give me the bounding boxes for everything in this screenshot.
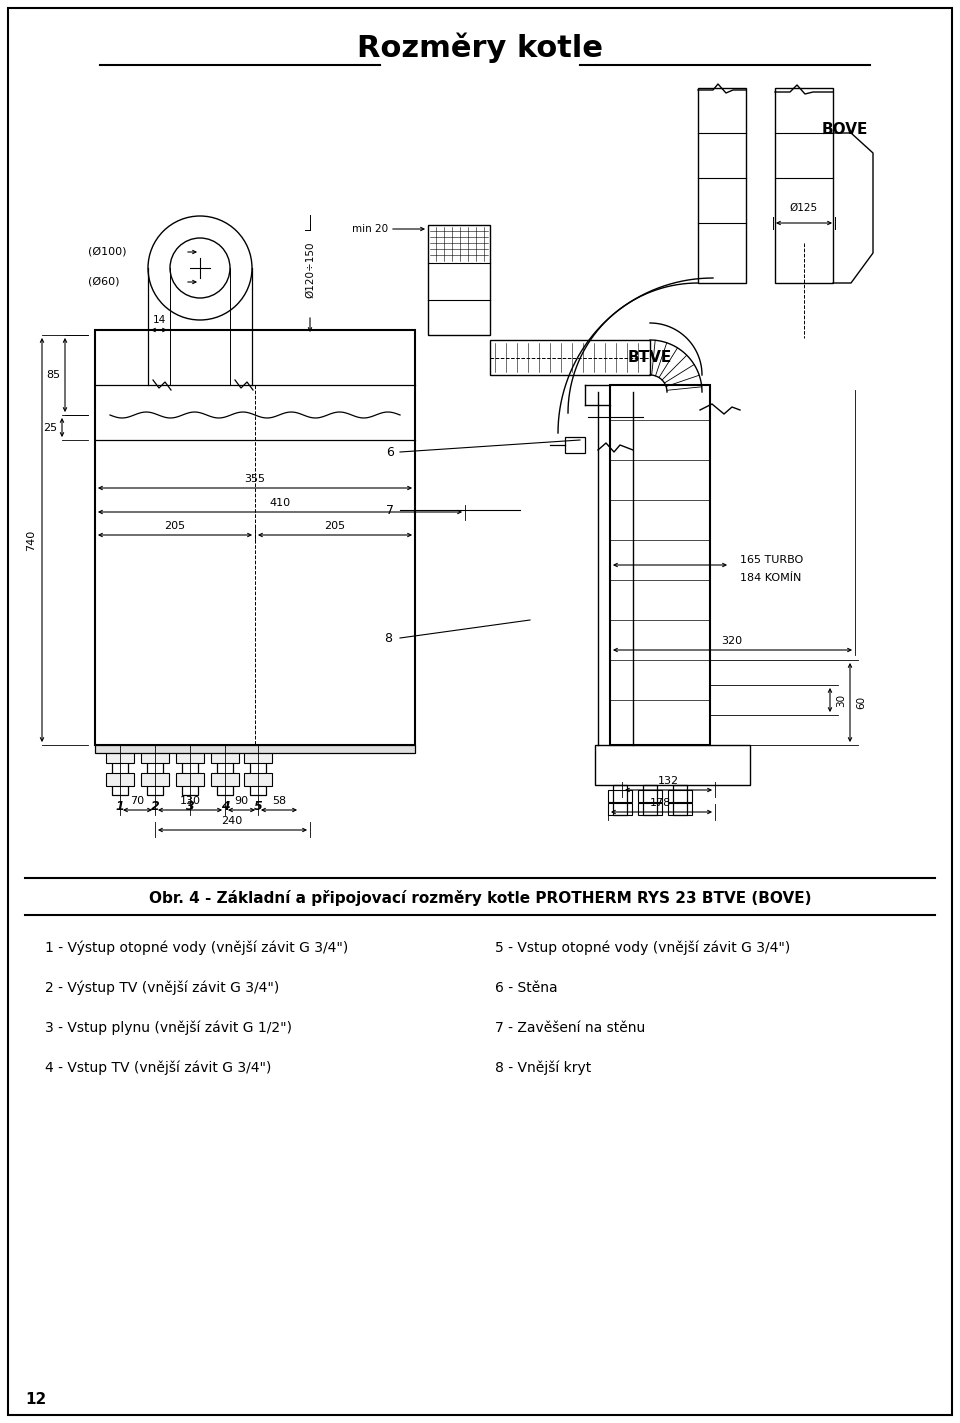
Bar	[106, 750, 134, 763]
Text: 1: 1	[115, 801, 125, 814]
Text: 320: 320	[721, 636, 743, 646]
Bar	[608, 803, 632, 815]
Bar	[668, 790, 692, 803]
Bar	[244, 750, 272, 763]
Text: 25: 25	[43, 423, 57, 433]
Bar	[613, 785, 627, 815]
Text: 178: 178	[649, 798, 671, 808]
Text: 2: 2	[151, 801, 159, 814]
Bar	[95, 330, 415, 746]
Bar	[608, 790, 632, 803]
Text: 5 - Vstup otopné vody (vnější závit G 3/4"): 5 - Vstup otopné vody (vnější závit G 3/…	[495, 941, 790, 955]
Text: 2 - Výstup TV (vnější závit G 3/4"): 2 - Výstup TV (vnější závit G 3/4")	[45, 980, 279, 995]
Text: 165 TURBO: 165 TURBO	[740, 555, 804, 565]
Bar	[211, 750, 239, 763]
Text: 740: 740	[26, 529, 36, 551]
Text: Ø120÷150: Ø120÷150	[305, 242, 315, 299]
Bar	[490, 340, 650, 376]
Text: 12: 12	[25, 1393, 46, 1407]
Bar	[141, 773, 169, 785]
Text: 205: 205	[324, 521, 346, 531]
Text: 7 - Zavěšení na stěnu: 7 - Zavěšení na stěnu	[495, 1020, 645, 1035]
Text: 3 - Vstup plynu (vnější závit G 1/2"): 3 - Vstup plynu (vnější závit G 1/2")	[45, 1020, 292, 1036]
Bar	[775, 88, 833, 283]
Bar	[643, 785, 657, 815]
Bar	[638, 803, 662, 815]
Bar	[565, 437, 585, 453]
Text: 205: 205	[164, 521, 185, 531]
Bar	[673, 785, 687, 815]
Text: 90: 90	[234, 795, 248, 805]
Bar	[250, 746, 266, 795]
Bar	[610, 386, 710, 746]
Text: Ø125: Ø125	[790, 203, 818, 213]
Text: 130: 130	[180, 795, 201, 805]
Bar	[211, 773, 239, 785]
Text: 410: 410	[270, 498, 291, 508]
Bar	[176, 750, 204, 763]
Text: 30: 30	[836, 693, 846, 707]
Text: 6 - Stěna: 6 - Stěna	[495, 980, 558, 995]
Text: 8: 8	[384, 632, 392, 645]
Bar	[595, 746, 750, 785]
Text: (Ø100): (Ø100)	[88, 248, 127, 258]
Bar	[176, 773, 204, 785]
Text: 6: 6	[386, 445, 394, 458]
Bar	[428, 225, 490, 334]
Bar	[638, 790, 662, 803]
Text: 8 - Vnější kryt: 8 - Vnější kryt	[495, 1060, 591, 1076]
Bar	[147, 746, 163, 795]
Text: (Ø60): (Ø60)	[88, 277, 119, 287]
Text: BOVE: BOVE	[822, 122, 868, 138]
Bar	[112, 746, 128, 795]
Text: 14: 14	[153, 314, 166, 324]
Text: Obr. 4 - Základní a připojovací rozměry kotle PROTHERM RYS 23 BTVE (BOVE): Obr. 4 - Základní a připojovací rozměry …	[149, 889, 811, 906]
Text: 3: 3	[185, 801, 194, 814]
Text: 132: 132	[658, 776, 679, 785]
Text: 4 - Vstup TV (vnější závit G 3/4"): 4 - Vstup TV (vnější závit G 3/4")	[45, 1060, 272, 1076]
Text: 70: 70	[130, 795, 144, 805]
Text: 5: 5	[253, 801, 262, 814]
Bar	[217, 746, 233, 795]
Bar	[182, 746, 198, 795]
Text: 58: 58	[272, 795, 286, 805]
Text: 240: 240	[222, 815, 243, 825]
Text: BTVE: BTVE	[628, 350, 672, 366]
Bar	[106, 773, 134, 785]
Bar	[698, 88, 746, 283]
Bar	[244, 773, 272, 785]
Bar	[141, 750, 169, 763]
Text: 7: 7	[386, 504, 394, 517]
Text: min 20: min 20	[352, 223, 388, 233]
Text: Rozměry kotle: Rozměry kotle	[357, 33, 603, 63]
Text: 1 - Výstup otopné vody (vnější závit G 3/4"): 1 - Výstup otopné vody (vnější závit G 3…	[45, 941, 348, 955]
Bar	[668, 803, 692, 815]
Text: 184 KOMÍN: 184 KOMÍN	[740, 573, 802, 583]
Text: 85: 85	[46, 370, 60, 380]
Text: 4: 4	[221, 801, 229, 814]
Text: 60: 60	[856, 696, 866, 709]
Text: 355: 355	[245, 474, 266, 484]
Bar	[95, 746, 415, 753]
